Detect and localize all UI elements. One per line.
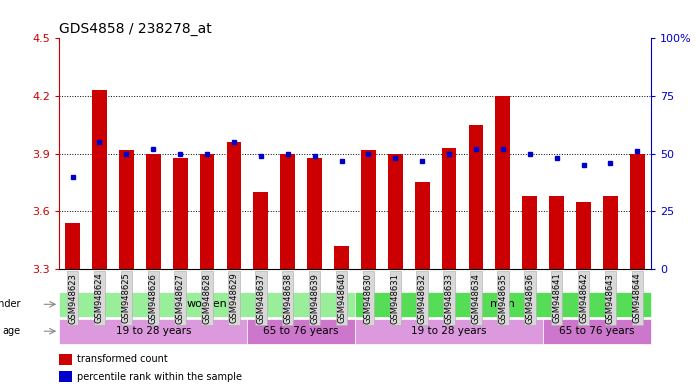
Text: GSM948632: GSM948632 bbox=[418, 273, 427, 323]
Bar bbox=[361, 150, 376, 269]
Text: GSM948638: GSM948638 bbox=[283, 273, 292, 324]
Text: men: men bbox=[491, 299, 515, 310]
Bar bbox=[119, 150, 134, 269]
Text: GSM948630: GSM948630 bbox=[364, 273, 373, 323]
Bar bbox=[576, 202, 591, 269]
Bar bbox=[388, 154, 403, 269]
Bar bbox=[65, 223, 80, 269]
Text: GSM948624: GSM948624 bbox=[95, 273, 104, 323]
Bar bbox=[247, 319, 355, 344]
Text: GSM948639: GSM948639 bbox=[310, 273, 319, 323]
Text: GSM948640: GSM948640 bbox=[337, 273, 346, 323]
Bar bbox=[549, 196, 564, 269]
Text: GSM948635: GSM948635 bbox=[498, 273, 507, 323]
Text: GDS4858 / 238278_at: GDS4858 / 238278_at bbox=[59, 22, 212, 36]
Text: GSM948623: GSM948623 bbox=[68, 273, 77, 323]
Text: GSM948634: GSM948634 bbox=[471, 273, 480, 323]
Text: GSM948631: GSM948631 bbox=[390, 273, 400, 323]
Text: 19 to 28 years: 19 to 28 years bbox=[411, 326, 487, 336]
Text: women: women bbox=[187, 299, 228, 310]
Bar bbox=[59, 292, 355, 317]
Text: percentile rank within the sample: percentile rank within the sample bbox=[77, 372, 242, 382]
Bar bbox=[146, 154, 161, 269]
Bar bbox=[227, 142, 242, 269]
Text: 65 to 76 years: 65 to 76 years bbox=[263, 326, 339, 336]
Bar bbox=[496, 96, 510, 269]
Text: age: age bbox=[3, 326, 21, 336]
Bar bbox=[630, 154, 644, 269]
Text: GSM948637: GSM948637 bbox=[256, 273, 265, 324]
Text: GSM948644: GSM948644 bbox=[633, 273, 642, 323]
Bar bbox=[355, 319, 543, 344]
Bar bbox=[523, 196, 537, 269]
Text: GSM948641: GSM948641 bbox=[552, 273, 561, 323]
Text: GSM948633: GSM948633 bbox=[445, 273, 454, 324]
Bar bbox=[200, 154, 214, 269]
Text: GSM948626: GSM948626 bbox=[149, 273, 158, 323]
Bar bbox=[253, 192, 268, 269]
Bar bbox=[355, 292, 651, 317]
Text: GSM948642: GSM948642 bbox=[579, 273, 588, 323]
Text: GSM948627: GSM948627 bbox=[175, 273, 184, 323]
Bar bbox=[59, 319, 247, 344]
Text: 65 to 76 years: 65 to 76 years bbox=[559, 326, 635, 336]
Bar bbox=[280, 154, 295, 269]
Bar bbox=[543, 319, 651, 344]
Text: 19 to 28 years: 19 to 28 years bbox=[116, 326, 191, 336]
Text: GSM948625: GSM948625 bbox=[122, 273, 131, 323]
Text: gender: gender bbox=[0, 299, 21, 310]
Text: GSM948643: GSM948643 bbox=[606, 273, 615, 323]
Text: GSM948628: GSM948628 bbox=[203, 273, 212, 323]
Bar bbox=[415, 182, 429, 269]
Bar bbox=[92, 90, 107, 269]
Text: GSM948636: GSM948636 bbox=[525, 273, 535, 324]
Bar bbox=[468, 125, 483, 269]
Bar bbox=[442, 148, 457, 269]
Bar bbox=[173, 159, 187, 269]
Text: GSM948629: GSM948629 bbox=[230, 273, 239, 323]
Bar bbox=[307, 159, 322, 269]
Bar bbox=[603, 196, 618, 269]
Text: transformed count: transformed count bbox=[77, 354, 167, 364]
Bar bbox=[334, 246, 349, 269]
